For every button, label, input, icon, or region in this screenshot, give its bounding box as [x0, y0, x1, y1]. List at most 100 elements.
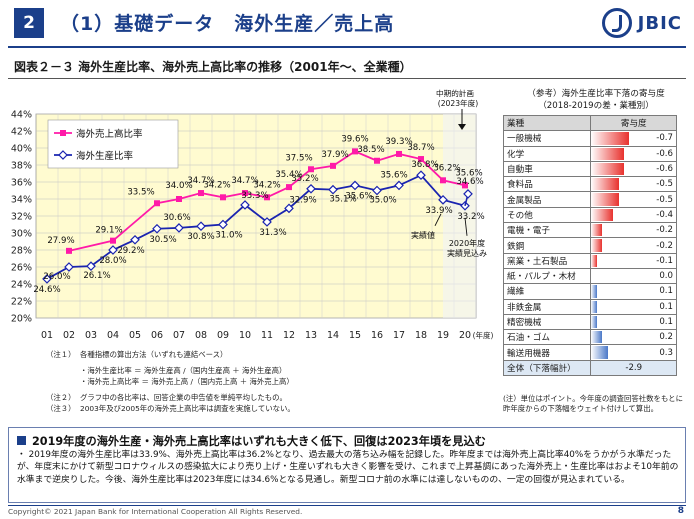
note-2-text: グラフ中の各比率は、回答企業の申告値を単純平均したもの。: [80, 392, 287, 402]
contribution-note: (注）単位はポイント。今年度の調査回答社数をもとに昨年度からの下落幅をウェイト付…: [503, 394, 683, 413]
contribution-value: 0.1: [659, 317, 673, 327]
data-point: [174, 223, 184, 233]
plan-point: [463, 189, 473, 199]
total-name: 全体（下落幅計）: [502, 359, 592, 377]
jbic-logo-icon: [601, 8, 632, 38]
legend-marker-sales: [60, 130, 66, 136]
note-3: （注３） 2003年及び2005年の海外売上高比率は調査を実施していない。: [46, 403, 295, 415]
data-point: [176, 196, 182, 202]
y-tick-label: 22%: [11, 297, 32, 308]
data-label: 34.2%: [203, 180, 230, 190]
y-tick-label: 38%: [11, 161, 32, 172]
x-tick-label: 08: [195, 330, 207, 341]
y-tick-label: 28%: [11, 246, 32, 257]
x-tick-label: 06: [151, 330, 163, 341]
note-3-label: （注３）: [46, 404, 76, 413]
data-label: 39.6%: [341, 134, 368, 144]
data-label: 30.6%: [163, 213, 190, 223]
x-tick-label: 05: [129, 330, 141, 341]
data-point: [438, 195, 448, 205]
contribution-cell: 0.1: [590, 298, 677, 315]
data-point: [308, 166, 314, 173]
data-point: [42, 274, 52, 284]
data-label: 33.9%: [425, 206, 452, 216]
x-unit-label: (年度): [473, 330, 494, 340]
forecast-label-line2: 実績見込み: [447, 248, 487, 258]
x-tick-label: 07: [173, 330, 185, 341]
data-label: 26.0%: [43, 272, 70, 282]
data-point: [328, 184, 338, 195]
page-header: 2 （1）基礎データ 海外生産／売上高 JBIC: [0, 0, 694, 46]
contribution-cell: 0.1: [590, 313, 677, 331]
header-contribution: 寄与度: [590, 114, 677, 132]
data-label: 35.4%: [275, 170, 302, 180]
data-label: 37.5%: [285, 153, 312, 163]
industry-name: 石油・ゴム: [502, 329, 592, 346]
footer-divider: [8, 505, 686, 506]
actual-label: 実績値: [411, 230, 435, 240]
y-tick-label: 36%: [11, 178, 32, 189]
data-point: [86, 261, 96, 271]
contribution-row: その他 -0.4: [502, 206, 677, 224]
data-label: 33.3%: [241, 191, 268, 201]
figure-title: 図表２－３ 海外生産比率、海外売上高比率の推移（2001年～、全業種）: [14, 60, 412, 74]
data-point: [242, 190, 248, 197]
plan-value-label: 34.6%: [456, 177, 483, 187]
contribution-row: 窯業・土石製品 -0.1: [502, 252, 677, 269]
chart-notes: （注１） 各種指標の算出方法（いずれも連結ベース） ・海外生産比率 ＝ 海外生産…: [46, 349, 295, 415]
data-label: 34.2%: [253, 180, 280, 190]
header-divider: [8, 46, 686, 48]
x-tick-label: 11: [261, 330, 273, 341]
plan-label-line1: 中期的計画: [436, 88, 474, 98]
contribution-bar: [591, 178, 619, 191]
y-tick-label: 24%: [11, 280, 32, 291]
jbic-logo: JBIC: [601, 8, 682, 38]
contribution-cell: 0.3: [590, 344, 677, 361]
legend-box: [47, 119, 179, 169]
contribution-bar: [591, 315, 597, 329]
data-label: 33.2%: [457, 212, 484, 222]
data-label: 38.7%: [407, 143, 434, 153]
contribution-bar: [591, 331, 603, 344]
contribution-cell: -0.6: [590, 145, 677, 162]
note-2-label: （注２）: [46, 392, 76, 402]
square-bullet-icon: [17, 436, 26, 445]
note-3-text: 2003年及び2005年の海外売上高比率は調査を実施していない。: [80, 404, 295, 413]
contribution-value: -0.4: [656, 209, 673, 220]
industry-name: 一般機械: [502, 130, 592, 147]
contribution-title: （参考）海外生産比率下落の寄与度 （2018-2019の差・業種別）: [503, 88, 689, 112]
industry-name: 輸送用機器: [502, 344, 592, 361]
data-label: 35.1%: [329, 195, 356, 205]
contribution-cell: -0.1: [590, 252, 677, 269]
data-label: 35.0%: [369, 196, 396, 206]
contribution-cell: -0.5: [590, 191, 677, 208]
y-tick-label: 26%: [11, 263, 32, 274]
summary-body: ・ 2019年度の海外生産比率は33.9%、海外売上高比率は36.2%となり、過…: [17, 450, 679, 485]
x-tick-label: 12: [283, 330, 295, 341]
data-label: 35.6%: [380, 170, 407, 180]
y-tick-label: 42%: [11, 127, 32, 138]
x-tick-label: 14: [327, 330, 339, 341]
contribution-cell: -0.4: [590, 206, 677, 224]
industry-name: 食料品: [502, 176, 592, 193]
x-tick-label: 13: [305, 330, 317, 341]
contribution-row: 石油・ゴム 0.2: [502, 329, 677, 346]
contribution-bar: [591, 162, 625, 176]
industry-name: 自動車: [502, 160, 592, 178]
data-label: 31.0%: [215, 231, 242, 241]
contribution-bar: [591, 208, 614, 222]
contribution-row: 自動車 -0.6: [502, 160, 677, 178]
data-point: [264, 194, 270, 201]
data-label: 32.9%: [289, 195, 316, 205]
contribution-value: 0.1: [659, 286, 673, 297]
data-point: [152, 223, 162, 234]
note-1-text: 各種指標の算出方法（いずれも連結ベース）: [80, 350, 228, 359]
x-tick-label: 20: [459, 330, 471, 341]
data-point: [110, 237, 116, 244]
data-label: 39.3%: [385, 137, 412, 147]
x-tick-label: 01: [41, 330, 53, 341]
x-tick-label: 04: [107, 330, 119, 341]
contribution-value: -0.2: [656, 225, 673, 236]
x-tick-label: 19: [437, 330, 449, 341]
y-tick-label: 34%: [11, 195, 32, 206]
